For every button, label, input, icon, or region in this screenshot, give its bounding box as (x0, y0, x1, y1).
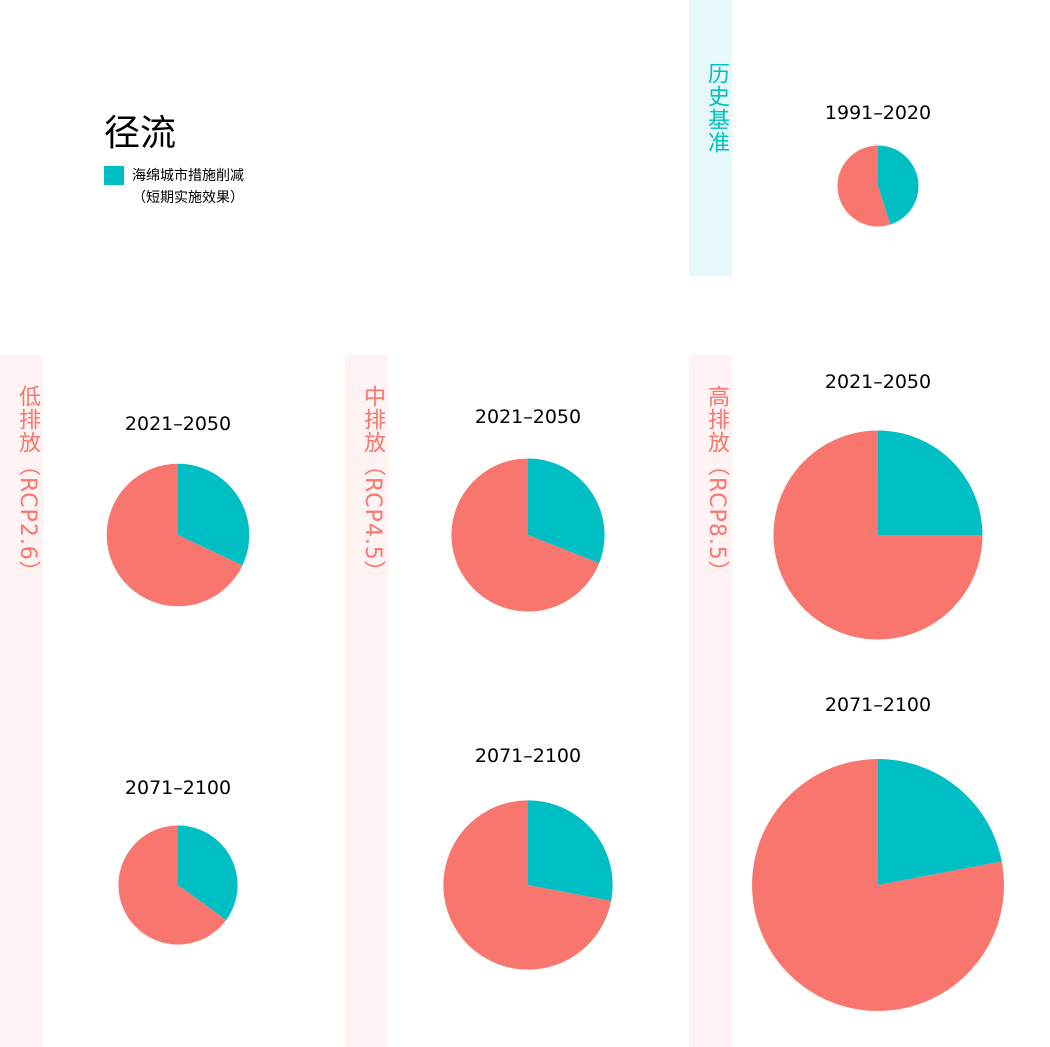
band-label-rcp26: 低排放（RCP2.6） (15, 385, 40, 584)
legend-swatch (104, 166, 124, 185)
band-rcp26: 低排放（RCP2.6） (0, 355, 43, 1047)
pie-slice-remainder (451, 458, 600, 612)
pie-slice-reduction (178, 825, 238, 920)
band-label-rcp85: 高排放（RCP8.5） (704, 385, 729, 584)
pie-slice-reduction (878, 430, 983, 535)
pie-period-label: 2021–2050 (824, 371, 932, 393)
pie-1 (837, 145, 919, 227)
pie-slice-reduction (178, 463, 250, 566)
pie-slice-remainder (118, 825, 227, 945)
pie-period-label: 1991–2020 (824, 102, 932, 124)
pie-slice-reduction (878, 145, 919, 225)
pie-slice-remainder (106, 463, 243, 607)
pie-period-label: 2021–2050 (474, 406, 582, 428)
pie-2 (106, 463, 250, 607)
pie-7 (752, 759, 1004, 1011)
pie-slice-remainder (837, 145, 891, 227)
band-historical: 历史基准 (689, 0, 732, 276)
legend-label-line1: 海绵城市措施削减 (132, 168, 244, 184)
band-label-historical: 历史基准 (704, 62, 729, 154)
pie-slice-remainder (443, 800, 612, 970)
legend-label-line2: （短期实施效果） (132, 190, 244, 206)
pie-period-label: 2071–2100 (124, 777, 232, 799)
pie-period-label: 2021–2050 (124, 413, 232, 435)
pie-6 (773, 430, 983, 640)
chart-title: 径流 (104, 113, 177, 154)
pie-5 (443, 800, 613, 970)
pie-slice-reduction (528, 800, 613, 901)
pie-slice-reduction (528, 458, 605, 564)
pie-period-label: 2071–2100 (474, 745, 582, 767)
pie-period-label: 2071–2100 (824, 694, 932, 716)
pie-slice-reduction (878, 759, 1002, 885)
band-label-rcp45: 中排放（RCP4.5） (360, 385, 385, 584)
pie-4 (451, 458, 605, 612)
pie-3 (118, 825, 238, 945)
band-rcp85: 高排放（RCP8.5） (689, 355, 732, 1047)
band-rcp45: 中排放（RCP4.5） (345, 355, 388, 1047)
